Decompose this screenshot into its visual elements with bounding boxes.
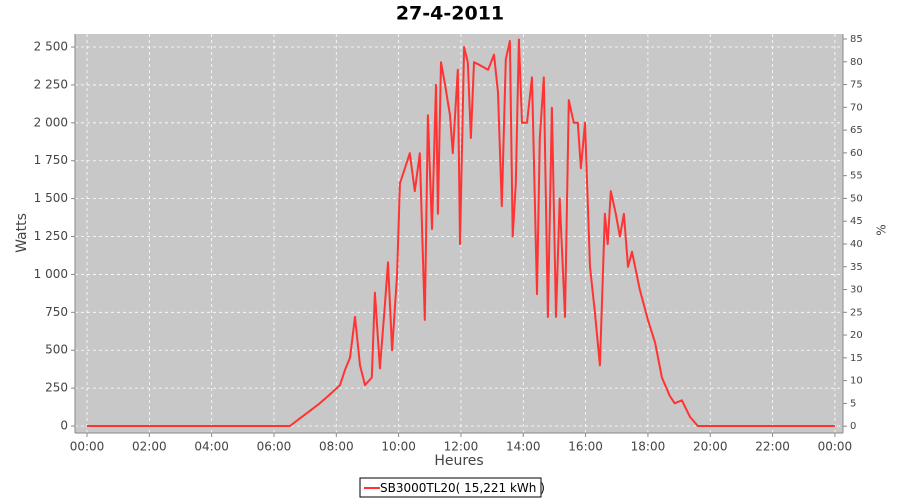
- legend-label: SB3000TL20( 15,221 kWh ): [380, 481, 545, 495]
- chart-title: 27-4-2011: [396, 3, 504, 25]
- x-tick-label: 16:00: [568, 440, 603, 454]
- y2-tick-label: 45: [850, 216, 863, 227]
- y2-tick-label: 35: [850, 262, 863, 273]
- x-axis-label: Heures: [434, 453, 483, 469]
- y2-tick-label: 65: [850, 125, 863, 136]
- y2-tick-label: 85: [850, 34, 863, 45]
- y2-tick-label: 15: [850, 353, 863, 364]
- y-tick-label: 250: [45, 381, 68, 395]
- y2-tick-label: 40: [850, 239, 863, 250]
- y-tick-label: 1 250: [34, 229, 68, 243]
- y2-tick-label: 70: [850, 102, 863, 113]
- legend: [359, 477, 542, 498]
- y2-tick-label: 0: [850, 421, 856, 432]
- y2-tick-label: 25: [850, 307, 863, 318]
- x-tick-label: 22:00: [755, 440, 790, 454]
- y2-tick-label: 60: [850, 148, 863, 159]
- x-tick-label: 08:00: [319, 440, 354, 454]
- y2-tick-label: 50: [850, 193, 863, 204]
- x-tick-label: 20:00: [693, 440, 728, 454]
- x-tick-label: 00:00: [818, 440, 853, 454]
- y-tick-label: 750: [45, 305, 68, 319]
- marks: [87, 38, 835, 427]
- y-tick-label: 1 750: [34, 153, 68, 167]
- y-tick-label: 1 000: [34, 267, 68, 281]
- y-tick-label: 500: [45, 343, 68, 357]
- y-tick-label: 1 500: [34, 191, 68, 205]
- y-tick-label: 0: [60, 419, 68, 433]
- y2-tick-label: 80: [850, 57, 863, 68]
- y-tick-label: 2 250: [34, 77, 68, 91]
- y2-tick-label: 5: [850, 398, 856, 409]
- y2-tick-label: 30: [850, 285, 863, 296]
- y-tick-label: 2 500: [34, 40, 68, 54]
- y-axis-label: Watts: [14, 213, 30, 253]
- y2-tick-label: 10: [850, 376, 863, 387]
- grid: [75, 34, 843, 433]
- y2-tick-label: 55: [850, 171, 863, 182]
- y2-tick-label: 20: [850, 330, 863, 341]
- x-tick-label: 02:00: [132, 440, 167, 454]
- y2-tick-label: 75: [850, 80, 863, 91]
- series-line: [87, 38, 835, 427]
- x-tick-label: 04:00: [194, 440, 229, 454]
- x-tick-label: 18:00: [631, 440, 666, 454]
- x-tick-label: 12:00: [444, 440, 479, 454]
- x-tick-label: 00:00: [70, 440, 105, 454]
- x-tick-label: 14:00: [506, 440, 541, 454]
- y2-axis-label: %: [875, 224, 889, 235]
- x-tick-label: 06:00: [257, 440, 292, 454]
- y-tick-label: 2 000: [34, 115, 68, 129]
- x-tick-label: 10:00: [381, 440, 416, 454]
